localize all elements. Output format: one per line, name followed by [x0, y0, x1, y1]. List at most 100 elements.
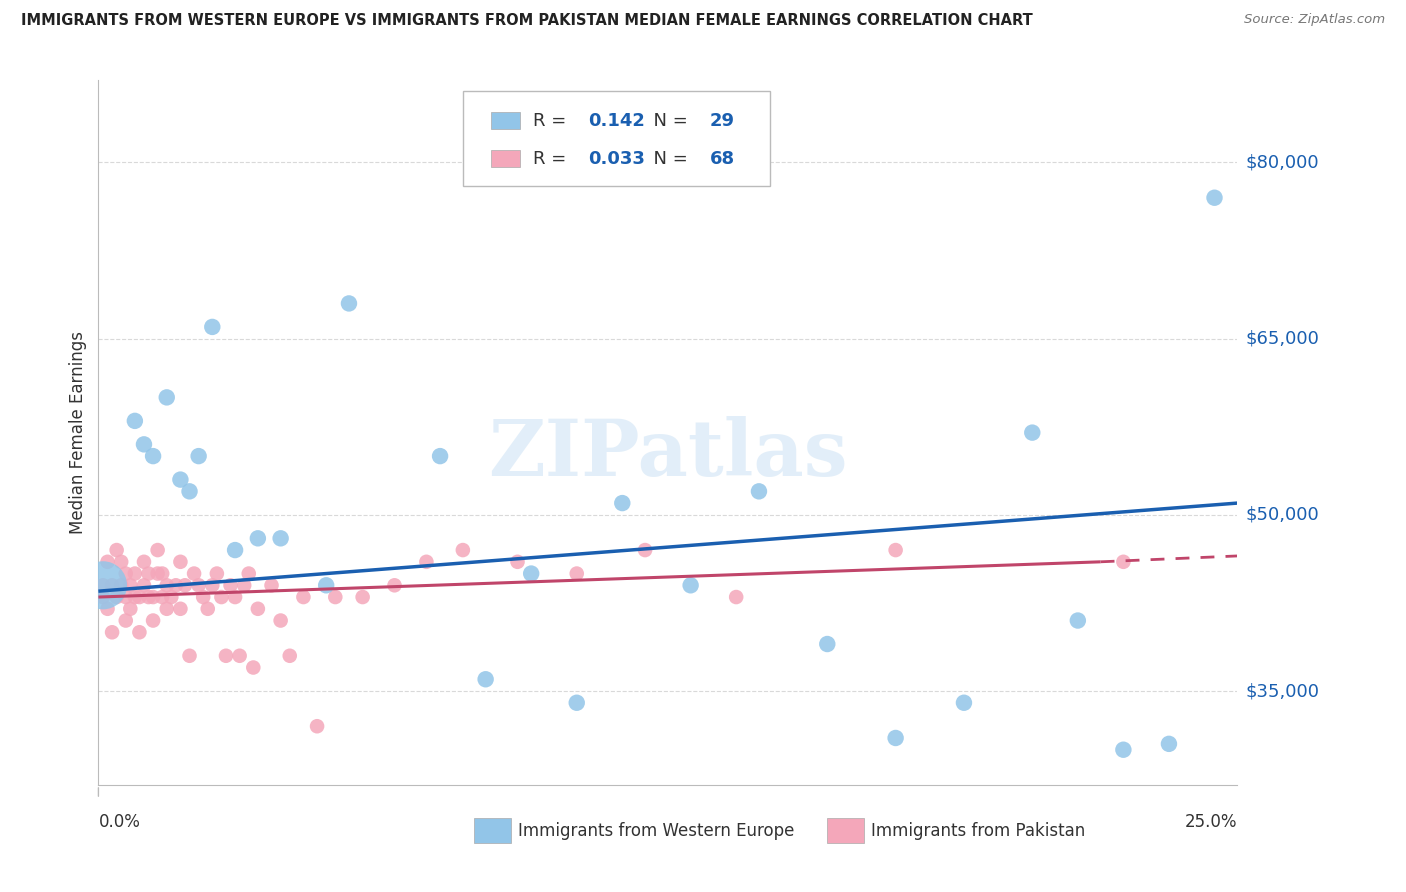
- Point: [142, 614, 165, 628]
- Point: [91, 590, 114, 604]
- Point: [142, 449, 165, 463]
- Point: [179, 648, 201, 663]
- Point: [384, 578, 406, 592]
- Point: [91, 578, 114, 592]
- Text: N =: N =: [641, 112, 693, 129]
- Point: [634, 543, 657, 558]
- Point: [150, 590, 173, 604]
- Point: [114, 614, 136, 628]
- Point: [201, 319, 224, 334]
- Text: 0.142: 0.142: [588, 112, 645, 129]
- Point: [323, 590, 346, 604]
- Point: [110, 555, 132, 569]
- Text: 0.0%: 0.0%: [98, 814, 141, 831]
- Point: [246, 601, 269, 615]
- Point: [150, 566, 173, 581]
- Point: [474, 673, 496, 687]
- Point: [352, 590, 374, 604]
- Point: [270, 614, 292, 628]
- Point: [197, 601, 219, 615]
- Point: [169, 473, 191, 487]
- Point: [278, 648, 301, 663]
- Text: ZIPatlas: ZIPatlas: [488, 416, 848, 491]
- Point: [260, 578, 283, 592]
- Point: [124, 414, 146, 428]
- Point: [612, 496, 634, 510]
- Point: [679, 578, 702, 592]
- Point: [201, 578, 224, 592]
- Point: [156, 390, 179, 404]
- Point: [506, 555, 529, 569]
- Text: 0.033: 0.033: [588, 150, 645, 168]
- Point: [884, 543, 907, 558]
- Text: $50,000: $50,000: [1246, 506, 1319, 524]
- Point: [1067, 614, 1090, 628]
- Point: [96, 601, 118, 615]
- Text: Immigrants from Western Europe: Immigrants from Western Europe: [517, 822, 794, 839]
- Point: [169, 555, 191, 569]
- Point: [224, 590, 246, 604]
- Point: [128, 625, 150, 640]
- Point: [815, 637, 838, 651]
- Point: [101, 625, 124, 640]
- Point: [132, 437, 155, 451]
- Point: [124, 590, 146, 604]
- Text: 29: 29: [710, 112, 735, 129]
- Text: 68: 68: [710, 150, 735, 168]
- Point: [884, 731, 907, 745]
- Point: [124, 566, 146, 581]
- FancyBboxPatch shape: [474, 818, 510, 844]
- Point: [337, 296, 360, 310]
- Text: $80,000: $80,000: [1246, 153, 1319, 171]
- Point: [415, 555, 437, 569]
- Point: [193, 590, 215, 604]
- Point: [565, 696, 588, 710]
- Point: [565, 566, 588, 581]
- Point: [101, 578, 124, 592]
- Text: IMMIGRANTS FROM WESTERN EUROPE VS IMMIGRANTS FROM PAKISTAN MEDIAN FEMALE EARNING: IMMIGRANTS FROM WESTERN EUROPE VS IMMIGR…: [21, 13, 1033, 29]
- Point: [128, 590, 150, 604]
- Point: [429, 449, 451, 463]
- Point: [96, 555, 118, 569]
- Point: [174, 578, 197, 592]
- Point: [315, 578, 337, 592]
- Point: [242, 660, 264, 674]
- Point: [520, 566, 543, 581]
- Point: [270, 531, 292, 545]
- Point: [91, 578, 114, 592]
- Text: N =: N =: [641, 150, 693, 168]
- Point: [307, 719, 329, 733]
- Point: [114, 566, 136, 581]
- Text: Source: ZipAtlas.com: Source: ZipAtlas.com: [1244, 13, 1385, 27]
- Point: [120, 601, 142, 615]
- Point: [138, 566, 160, 581]
- Point: [179, 484, 201, 499]
- Point: [169, 601, 191, 615]
- Text: R =: R =: [533, 150, 572, 168]
- Text: 25.0%: 25.0%: [1185, 814, 1237, 831]
- Point: [114, 590, 136, 604]
- Point: [1157, 737, 1180, 751]
- Point: [215, 648, 238, 663]
- Point: [292, 590, 315, 604]
- Point: [224, 543, 246, 558]
- Point: [120, 578, 142, 592]
- Point: [183, 566, 205, 581]
- Point: [451, 543, 474, 558]
- Text: Immigrants from Pakistan: Immigrants from Pakistan: [870, 822, 1085, 839]
- FancyBboxPatch shape: [827, 818, 863, 844]
- Point: [748, 484, 770, 499]
- Point: [146, 543, 169, 558]
- FancyBboxPatch shape: [491, 112, 520, 129]
- Text: $65,000: $65,000: [1246, 330, 1319, 348]
- Point: [1021, 425, 1043, 440]
- Point: [1112, 742, 1135, 756]
- Point: [219, 578, 242, 592]
- Y-axis label: Median Female Earnings: Median Female Earnings: [69, 331, 87, 534]
- Point: [1112, 555, 1135, 569]
- Point: [209, 590, 232, 604]
- Point: [187, 449, 209, 463]
- Point: [146, 566, 169, 581]
- FancyBboxPatch shape: [491, 150, 520, 168]
- Point: [110, 578, 132, 592]
